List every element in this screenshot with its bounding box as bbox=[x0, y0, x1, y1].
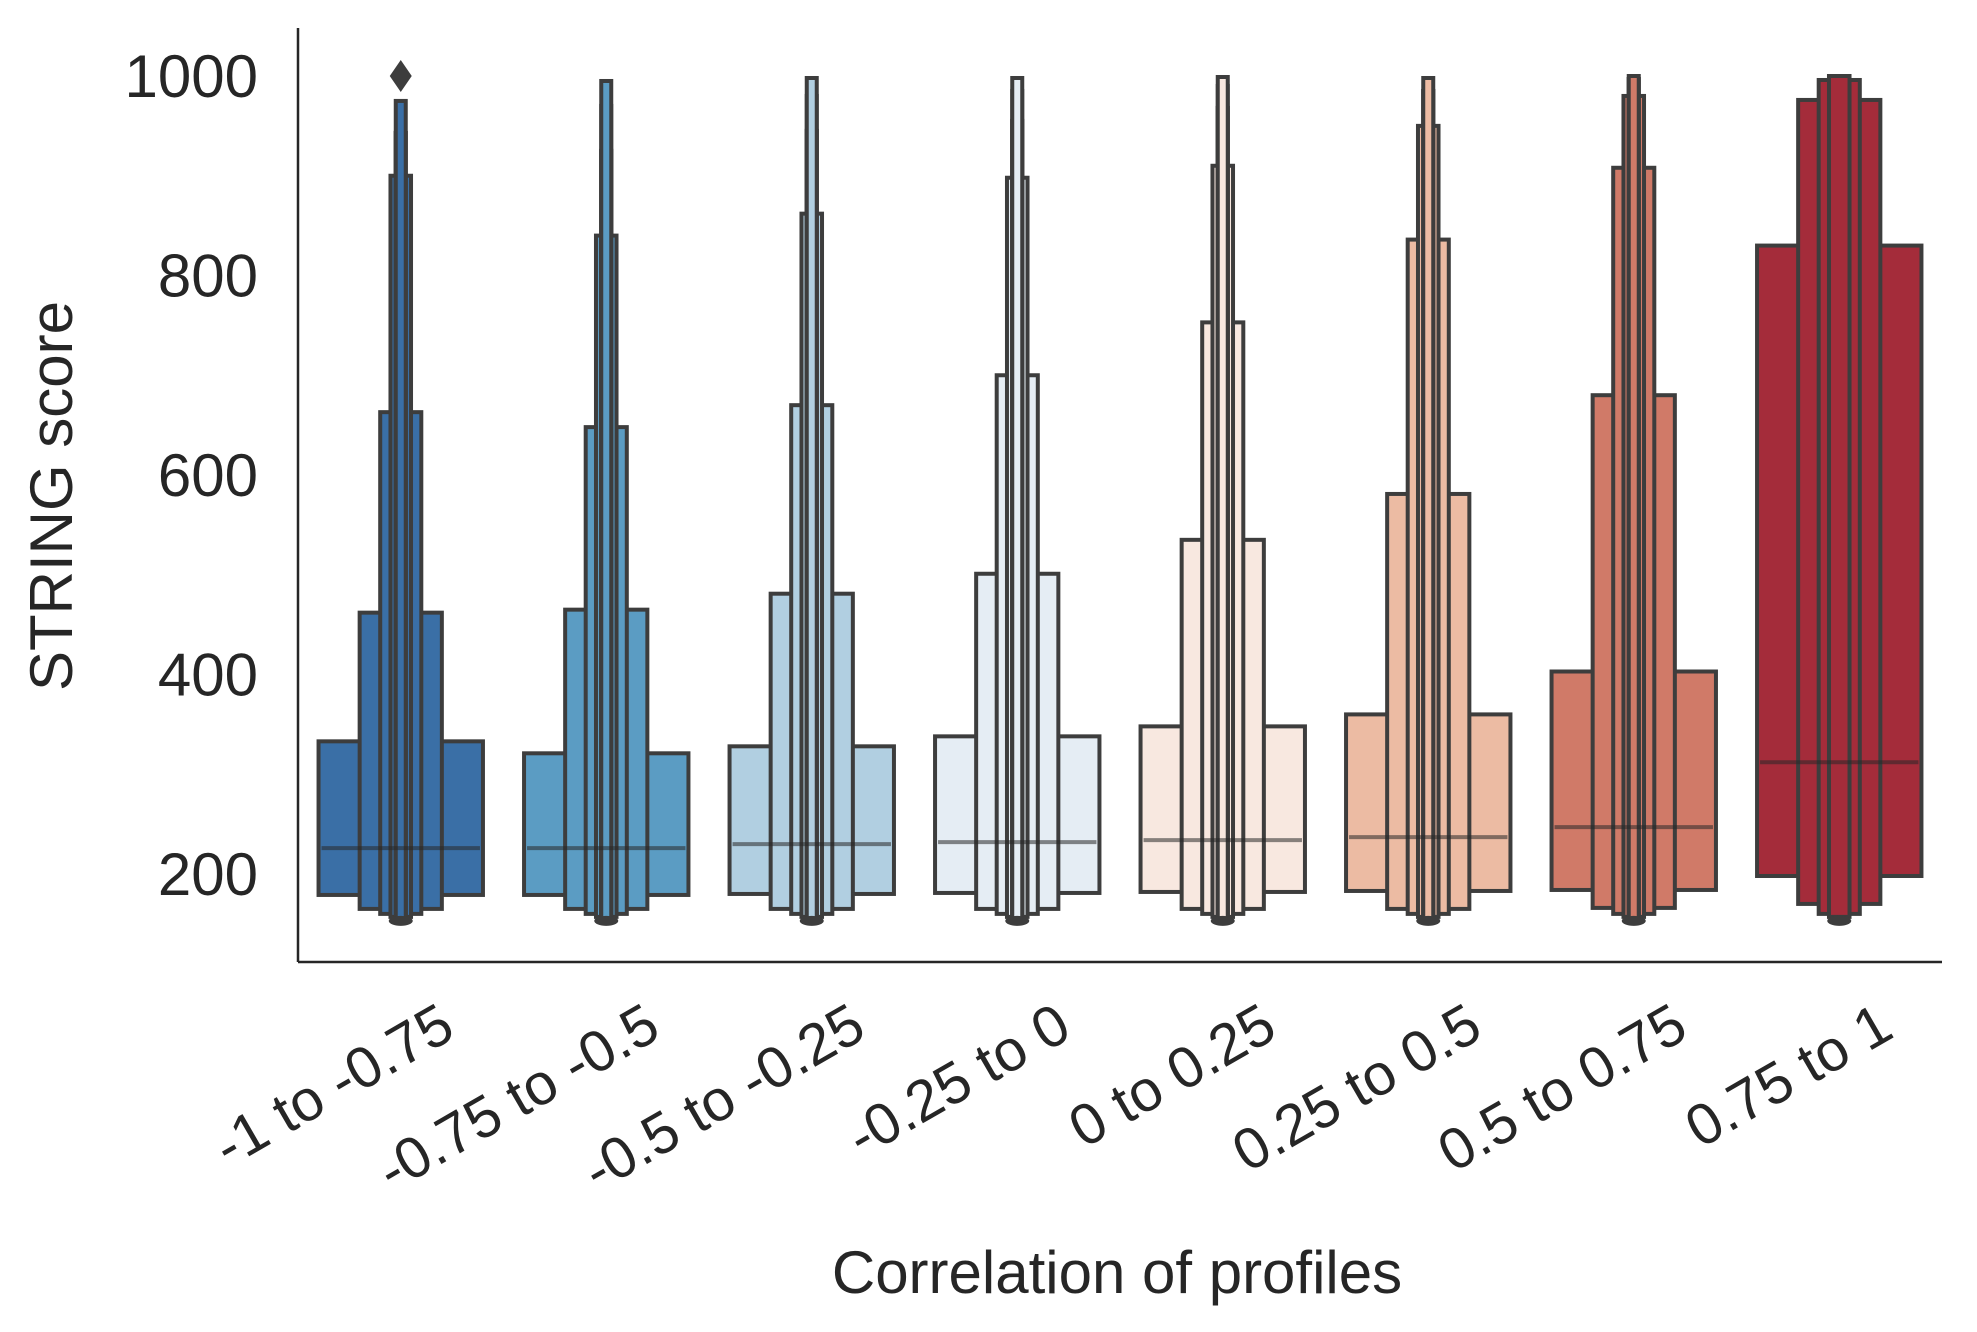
bottom-tail-marker bbox=[1210, 915, 1235, 926]
box-group bbox=[727, 75, 896, 926]
y-tick-label: 800 bbox=[158, 243, 258, 310]
outlier-point bbox=[389, 60, 412, 92]
box-level bbox=[1215, 74, 1230, 923]
box-group bbox=[1549, 74, 1718, 926]
box-level bbox=[1421, 75, 1436, 922]
box-level bbox=[599, 78, 614, 923]
box-level bbox=[393, 98, 408, 922]
box-group bbox=[1138, 74, 1307, 926]
box-level bbox=[1626, 74, 1641, 922]
bottom-tail-marker bbox=[594, 915, 619, 926]
axes bbox=[296, 28, 1942, 964]
y-tick-label: 400 bbox=[158, 642, 258, 709]
box-group bbox=[316, 60, 485, 926]
box-level bbox=[804, 75, 819, 923]
bottom-tail-marker bbox=[1621, 915, 1646, 926]
boxen-plot-area bbox=[316, 60, 1924, 926]
box-group bbox=[933, 75, 1102, 926]
box-group bbox=[1755, 74, 1924, 926]
bottom-tail-marker bbox=[1827, 915, 1852, 926]
bottom-tail-marker bbox=[1416, 915, 1441, 926]
bottom-tail-marker bbox=[1005, 915, 1030, 926]
y-tick-label: 200 bbox=[158, 841, 258, 908]
x-axis-title: Correlation of profiles bbox=[832, 1239, 1402, 1306]
box-level bbox=[1010, 75, 1025, 923]
y-tick-label: 600 bbox=[158, 442, 258, 509]
x-tick-label: -0.25 to 0 bbox=[836, 991, 1081, 1170]
y-axis-title: STRING score bbox=[18, 301, 85, 691]
x-tick-label: 0.75 to 1 bbox=[1675, 991, 1903, 1160]
bottom-tail-marker bbox=[388, 915, 413, 926]
y-axis-ticks: 200 400 600 800 1000 bbox=[125, 43, 258, 908]
x-axis-ticks: -1 to -0.75-0.75 to -0.5-0.5 to -0.25-0.… bbox=[203, 991, 1903, 1204]
y-tick-label: 1000 bbox=[125, 43, 258, 110]
box-group bbox=[522, 78, 691, 926]
box-level bbox=[1826, 74, 1852, 919]
box-group bbox=[1344, 75, 1513, 926]
bottom-tail-marker bbox=[799, 915, 824, 926]
